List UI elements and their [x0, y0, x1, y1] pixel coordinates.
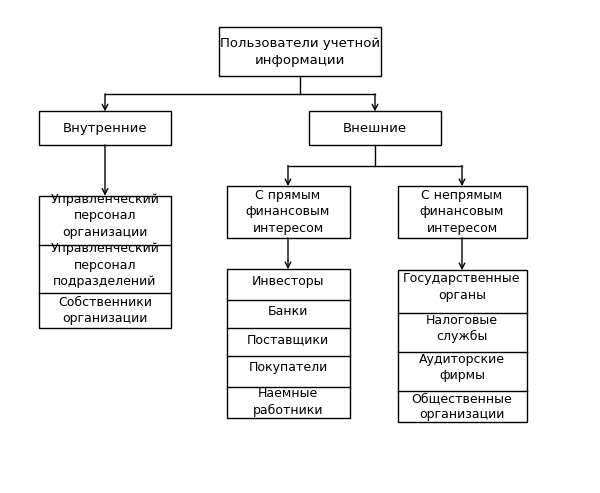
- Text: Внешние: Внешние: [343, 122, 407, 135]
- Text: Общественные
организации: Общественные организации: [412, 392, 512, 422]
- Bar: [227, 269, 349, 418]
- Text: Поставщики: Поставщики: [247, 333, 329, 346]
- Text: Государственные
органы: Государственные органы: [403, 272, 521, 302]
- Text: Банки: Банки: [268, 305, 308, 318]
- Bar: [39, 196, 171, 328]
- Bar: [39, 111, 171, 145]
- Text: Покупатели: Покупатели: [248, 361, 328, 374]
- Text: Собственники
организации: Собственники организации: [58, 296, 152, 325]
- Text: С прямым
финансовым
интересом: С прямым финансовым интересом: [246, 189, 330, 235]
- Text: Пользователи учетной
информации: Пользователи учетной информации: [220, 37, 380, 67]
- Text: С непрямым
финансовым
интересом: С непрямым финансовым интересом: [420, 189, 504, 235]
- Text: Наемные
работники: Наемные работники: [253, 387, 323, 417]
- Text: Налоговые
службы: Налоговые службы: [426, 314, 498, 343]
- Text: Управленческий
персонал
подразделений: Управленческий персонал подразделений: [50, 242, 160, 288]
- Bar: [227, 186, 349, 238]
- Bar: [398, 186, 527, 238]
- Bar: [309, 111, 441, 145]
- Text: Инвесторы: Инвесторы: [252, 276, 324, 288]
- Bar: [219, 27, 381, 76]
- Text: Внутренние: Внутренние: [62, 122, 148, 135]
- Text: Управленческий
персонал
организации: Управленческий персонал организации: [50, 193, 160, 239]
- Bar: [398, 270, 527, 422]
- Text: Аудиторские
фирмы: Аудиторские фирмы: [419, 352, 505, 382]
